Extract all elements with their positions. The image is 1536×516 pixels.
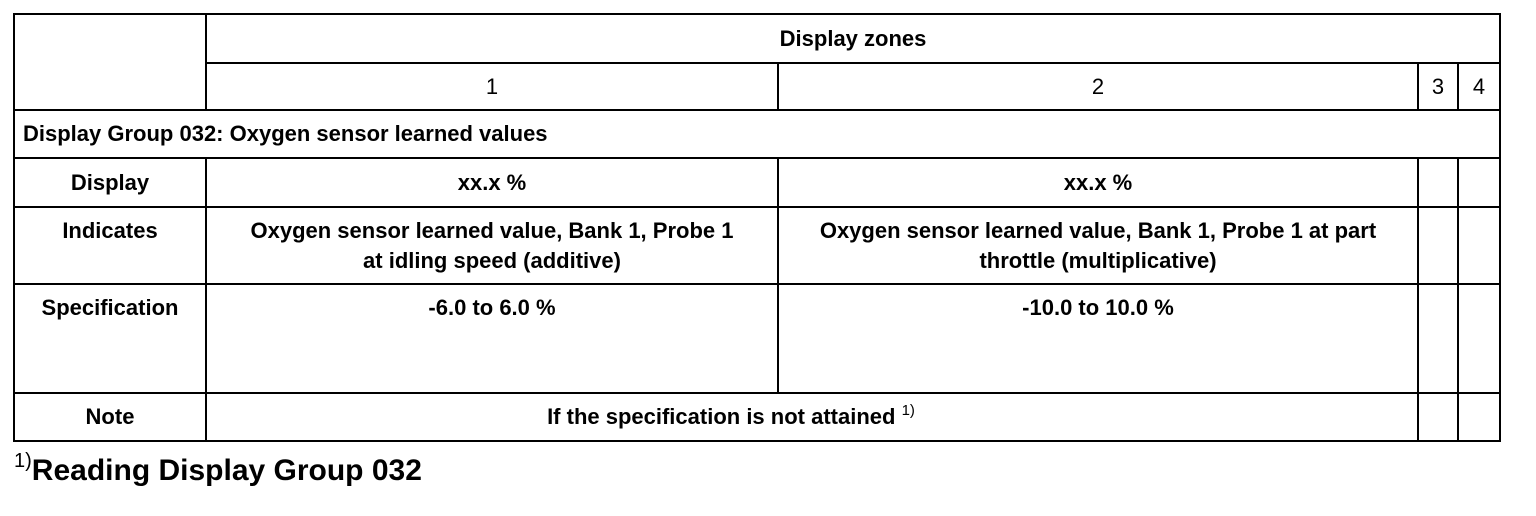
row-label: Indicates <box>13 206 207 285</box>
header: Display zones <box>204 13 1502 64</box>
zone-number: 3 <box>1417 62 1459 111</box>
zone-number: 4 <box>1456 62 1502 111</box>
group-title: Display Group 032: Oxygen sensor learned… <box>12 109 1502 159</box>
note-ref: 1) <box>901 402 915 419</box>
empty-cell <box>1417 157 1459 208</box>
empty-cell <box>1456 392 1502 442</box>
cell: -10.0 to 10.0 % <box>777 283 1419 394</box>
note-text: If the specification is not attained <box>547 404 896 429</box>
footnote-ref: 1) <box>14 450 32 472</box>
corner-cell <box>13 13 207 111</box>
empty-cell <box>1417 206 1459 285</box>
empty-cell <box>1456 283 1502 394</box>
empty-cell <box>1417 283 1459 394</box>
cell: xx.x % <box>777 157 1419 208</box>
empty-cell <box>1456 206 1502 285</box>
footnote: 1)Reading Display Group 032 <box>14 450 422 488</box>
footnote-text: Reading Display Group 032 <box>31 454 422 487</box>
row-label: Specification <box>13 283 207 394</box>
cell: -6.0 to 6.0 % <box>205 283 779 394</box>
empty-cell <box>1417 392 1459 442</box>
zone-number: 1 <box>205 62 779 111</box>
data-table: Display zones 1 2 3 4 Display Group 032:… <box>12 13 1502 442</box>
cell: Oxygen sensor learned value, Bank 1, Pro… <box>777 206 1419 285</box>
zone-number: 2 <box>777 62 1419 111</box>
empty-cell <box>1456 157 1502 208</box>
row-label: Note <box>13 392 207 442</box>
cell: xx.x % <box>205 157 779 208</box>
cell: Oxygen sensor learned value, Bank 1, Pro… <box>205 206 779 285</box>
row-label: Display <box>13 157 207 208</box>
note-cell: If the specification is not attained 1) <box>205 392 1419 442</box>
